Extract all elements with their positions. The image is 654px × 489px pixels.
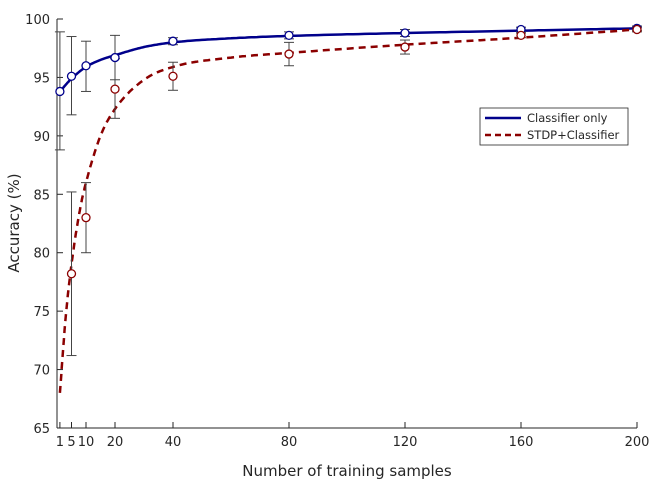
data-point xyxy=(516,30,526,41)
x-tick-label: 200 xyxy=(625,435,650,450)
data-point xyxy=(66,269,77,279)
data-point xyxy=(632,24,642,35)
data-point xyxy=(168,71,178,81)
error-bars xyxy=(54,25,642,357)
y-tick-label: 95 xyxy=(33,71,50,86)
x-axis-label: Number of training samples xyxy=(242,462,452,480)
data-point xyxy=(400,42,410,52)
x-tick-label: 5 xyxy=(67,435,75,450)
x-tick-label: 40 xyxy=(165,435,182,450)
data-point xyxy=(81,213,91,223)
data-point xyxy=(66,71,77,81)
data-point xyxy=(284,30,294,41)
y-tick-label: 80 xyxy=(33,247,50,262)
legend: Classifier only STDP+Classifier xyxy=(479,107,629,146)
y-tick-label: 65 xyxy=(33,422,50,437)
series-curve-1 xyxy=(58,28,638,393)
y-tick-label: 75 xyxy=(33,305,50,320)
x-tick-label: 20 xyxy=(107,435,124,450)
data-point xyxy=(110,52,120,63)
x-tick-label: 1 xyxy=(56,435,64,450)
legend-box xyxy=(479,107,629,146)
y-tick-label: 100 xyxy=(25,13,50,28)
y-tick-label: 70 xyxy=(33,364,50,379)
data-point xyxy=(284,49,294,59)
data-point xyxy=(168,36,178,46)
legend-label-classifier: Classifier only xyxy=(527,111,608,125)
y-tick-label: 85 xyxy=(33,188,50,203)
legend-label-stdp: STDP+Classifier xyxy=(527,128,620,142)
series-curve-0 xyxy=(58,27,638,93)
data-point xyxy=(55,86,65,97)
data-point xyxy=(81,61,91,71)
data-point xyxy=(110,84,120,94)
y-tick-label: 90 xyxy=(33,130,50,145)
x-tick-label: 160 xyxy=(509,435,534,450)
x-tick-label: 10 xyxy=(78,435,95,450)
y-axis-label: Accuracy (%) xyxy=(5,173,23,272)
x-tick-label: 120 xyxy=(393,435,418,450)
markers xyxy=(55,23,642,279)
axes: 1 5 10 20 40 80 120 160 200 65 70 75 80 85 90 95 100 xyxy=(25,13,649,450)
data-point xyxy=(400,28,410,38)
curves xyxy=(58,27,638,393)
x-tick-label: 80 xyxy=(281,435,298,450)
